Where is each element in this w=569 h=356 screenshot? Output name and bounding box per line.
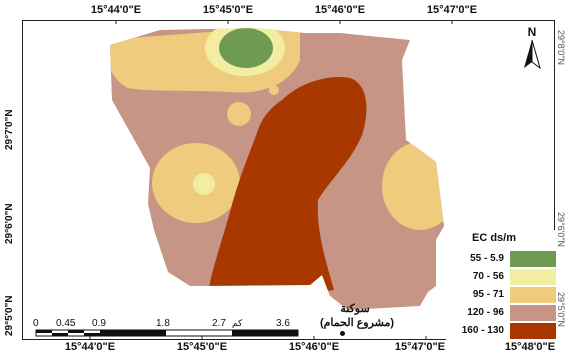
lon-label-bottom-4: 15°47'0"E: [394, 341, 446, 353]
scale-unit: كم: [232, 318, 243, 328]
legend-label: 55 - 5.9: [470, 253, 504, 264]
lon-label-top-2: 15°45'0"E: [202, 4, 254, 16]
lon-label-bottom-2: 15°45'0"E: [176, 341, 228, 353]
scale-tick-2: 0.9: [92, 318, 106, 329]
lat-label-right-1: 29°8'0"N: [556, 30, 566, 66]
legend-item: 55 - 5.9: [446, 250, 558, 270]
legend-swatch: [510, 305, 556, 321]
legend-swatch: [510, 251, 556, 267]
lon-label-bottom-5: 15°48'0"E: [504, 341, 556, 353]
lat-label-left-2: 29°6'0"N: [4, 203, 15, 244]
lat-label-left-3: 29°5'0"N: [4, 295, 15, 336]
zone-70-56-west: [193, 173, 215, 195]
north-label: N: [528, 25, 537, 39]
scale-tick-3: 1.8: [156, 318, 170, 329]
legend-label: 160 - 130: [461, 325, 504, 336]
legend-item: 70 - 56: [446, 268, 558, 288]
lon-label-top-1: 15°44'0"E: [90, 4, 142, 16]
scale-tick-4: 2.7: [212, 318, 226, 329]
legend-label: 70 - 56: [472, 271, 504, 282]
lon-label-top-4: 15°47'0"E: [426, 4, 478, 16]
legend-swatch: [510, 323, 556, 339]
legend-swatch: [510, 269, 556, 285]
place-marker: [340, 331, 345, 336]
zone-160-130: [208, 76, 367, 294]
legend-item: 120 - 96: [446, 304, 558, 324]
lon-label-bottom-1: 15°44'0"E: [64, 341, 116, 353]
legend: EC ds/m 55 - 5.9 70 - 56 95 - 71 120 - 9…: [446, 230, 558, 342]
zone-95-71-spot-1: [227, 102, 251, 126]
map-frame: [22, 20, 555, 340]
legend-label: 120 - 96: [467, 307, 504, 318]
lat-label-left-1: 29°7'0"N: [4, 109, 15, 150]
place-subname: (مشروع الحمام): [319, 317, 395, 329]
north-arrow-icon: N: [520, 24, 544, 74]
lon-label-top-3: 15°46'0"E: [314, 4, 366, 16]
legend-label: 95 - 71: [472, 289, 504, 300]
legend-item: 160 - 130: [446, 322, 558, 342]
scale-tick-5: 3.6: [276, 318, 290, 329]
lon-label-bottom-3: 15°46'0"E: [288, 341, 340, 353]
zone-55-5.9: [219, 28, 273, 68]
legend-item: 95 - 71: [446, 286, 558, 306]
zone-95-71-spot-2: [269, 85, 279, 95]
scale-tick-0: 0: [33, 318, 39, 329]
scale-tick-1: 0.45: [56, 318, 76, 329]
place-name: سوكنة: [340, 303, 370, 315]
legend-swatch: [510, 287, 556, 303]
legend-title: EC ds/m: [472, 232, 517, 244]
